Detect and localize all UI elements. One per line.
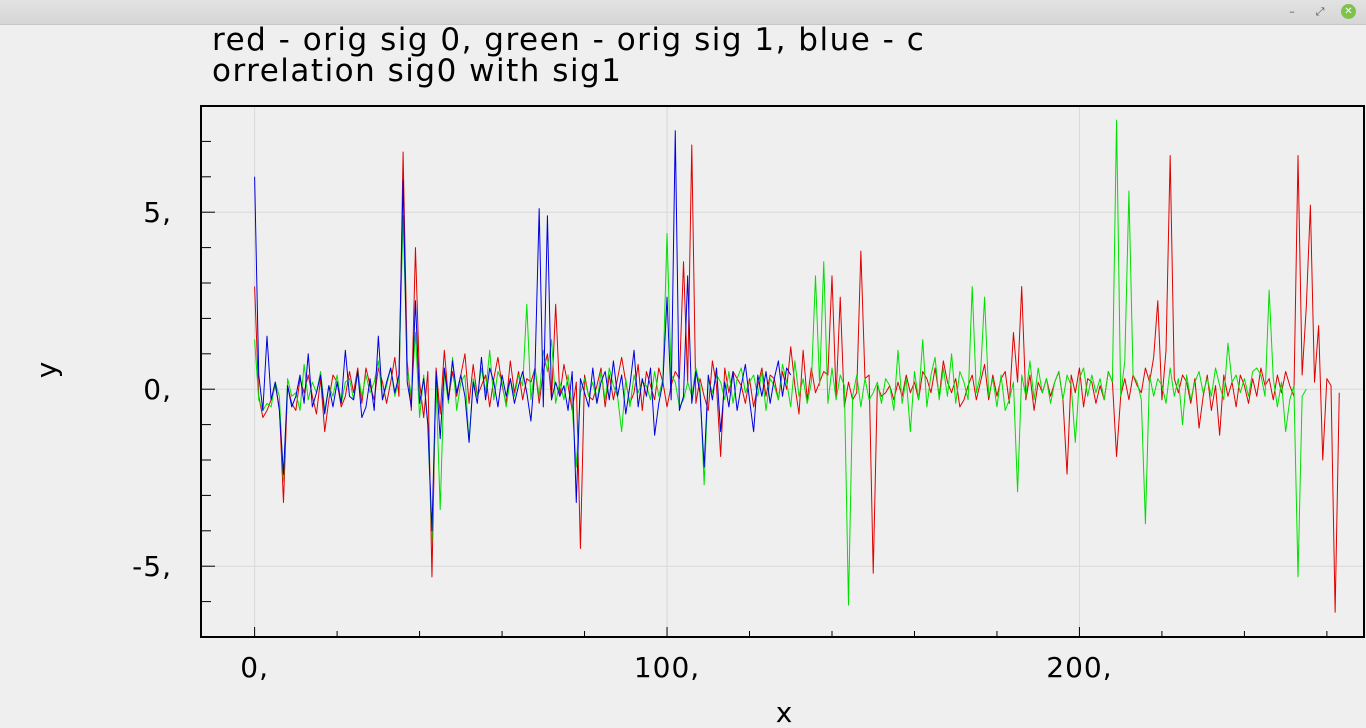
x-tick-label: 0,	[240, 651, 269, 684]
y-tick-label: 0,	[143, 373, 172, 406]
y-axis-label: y	[30, 362, 63, 379]
minimize-button[interactable]: –	[1289, 5, 1295, 18]
maximize-button[interactable]: ⤢	[1315, 5, 1325, 18]
grid	[201, 106, 1364, 637]
x-tick-label: 100,	[634, 651, 700, 684]
axis-ticks: 0, 100, 200, 5, 0, -5,	[132, 105, 1328, 684]
x-axis-label: x	[776, 696, 793, 728]
x-tick-label: 200,	[1046, 651, 1112, 684]
series-line-2	[254, 130, 792, 532]
plot-frame	[200, 105, 1365, 638]
close-button[interactable]: ✕	[1341, 4, 1356, 19]
chart-title-line-1: red - orig sig 0, green - orig sig 1, bl…	[212, 22, 925, 58]
y-tick-label: -5,	[132, 550, 172, 583]
y-tick-label: 5,	[143, 196, 172, 229]
chart-title-line-2: orrelation sig0 with sig1	[212, 53, 622, 89]
plot-series	[254, 119, 1340, 613]
window-titlebar: – ⤢ ✕	[0, 0, 1366, 25]
